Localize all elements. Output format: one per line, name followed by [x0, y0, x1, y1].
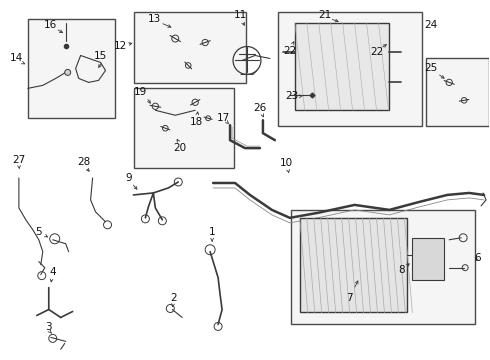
Bar — [300, 218, 407, 312]
Text: 14: 14 — [10, 54, 24, 63]
Text: 4: 4 — [49, 267, 56, 276]
Text: 27: 27 — [12, 155, 25, 165]
Text: 11: 11 — [233, 10, 246, 20]
Bar — [426, 58, 489, 126]
Text: 23: 23 — [285, 91, 298, 101]
Text: 22: 22 — [283, 45, 296, 55]
Text: 16: 16 — [44, 19, 57, 30]
Text: 12: 12 — [114, 41, 127, 50]
Text: 19: 19 — [134, 87, 147, 97]
Text: 15: 15 — [94, 51, 107, 62]
Text: 7: 7 — [346, 293, 353, 302]
Text: 21: 21 — [318, 10, 331, 20]
Text: 20: 20 — [173, 143, 187, 153]
Text: 13: 13 — [147, 14, 161, 24]
Text: 26: 26 — [253, 103, 267, 113]
Text: 8: 8 — [398, 265, 405, 275]
Text: 24: 24 — [425, 19, 438, 30]
Bar — [291, 210, 475, 324]
Text: 10: 10 — [280, 158, 294, 168]
Text: 2: 2 — [170, 293, 176, 302]
Bar — [413, 238, 444, 280]
Text: 9: 9 — [125, 173, 132, 183]
Bar — [134, 12, 246, 84]
Text: 5: 5 — [35, 227, 42, 237]
Text: 22: 22 — [370, 48, 383, 58]
Circle shape — [65, 69, 71, 75]
Bar — [134, 88, 234, 168]
Bar — [295, 23, 390, 110]
Bar — [278, 12, 422, 126]
Text: 3: 3 — [46, 323, 52, 332]
Text: 1: 1 — [209, 227, 216, 237]
Text: 17: 17 — [217, 113, 230, 123]
Bar — [28, 19, 115, 118]
Text: 28: 28 — [77, 157, 90, 167]
Text: 6: 6 — [474, 253, 480, 263]
Text: 25: 25 — [425, 63, 438, 73]
Text: 18: 18 — [190, 117, 203, 127]
